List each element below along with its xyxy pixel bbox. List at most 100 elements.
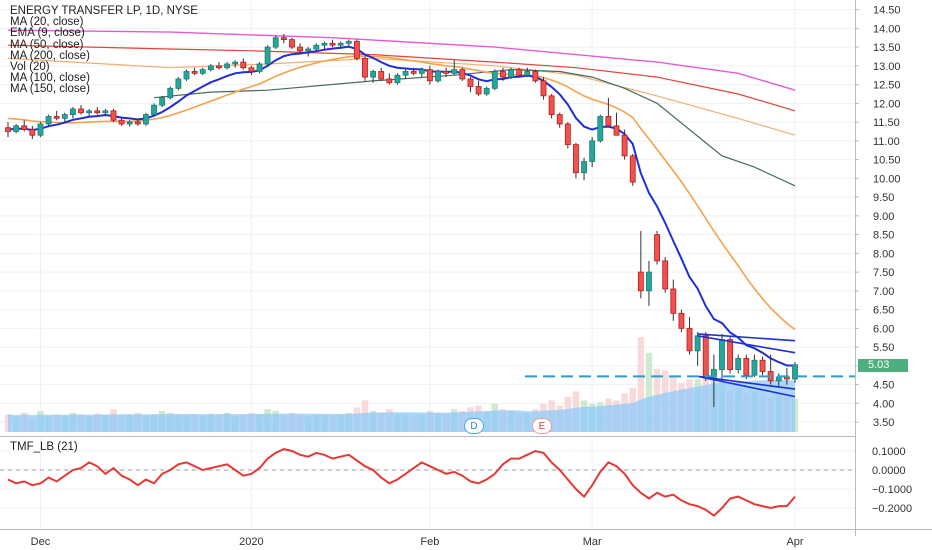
candle-body	[199, 69, 206, 74]
volume-bars	[4, 337, 799, 432]
candle-body	[581, 161, 587, 174]
candle-body	[362, 57, 368, 78]
candle-body	[751, 359, 758, 376]
candle-body	[207, 65, 214, 70]
y-tick-label: 10.00	[873, 173, 901, 185]
candle-body	[621, 134, 628, 157]
candle-body	[426, 69, 433, 82]
candle-body	[94, 110, 101, 114]
candle-body	[61, 114, 68, 119]
chart-overlay	[525, 333, 855, 398]
candle-body	[548, 95, 555, 115]
tmf-title[interactable]: TMF_LB (21)	[10, 441, 78, 453]
tmf-tick-label: −0.1000	[872, 484, 912, 496]
candle-body	[694, 335, 701, 352]
y-tick-label: 12.00	[873, 98, 901, 110]
candle-body	[159, 97, 166, 106]
candle-body	[613, 125, 620, 136]
candle-body	[337, 42, 344, 46]
candle-body	[775, 376, 782, 382]
candle-body	[175, 78, 182, 89]
candle-body	[719, 339, 725, 371]
candlesticks	[5, 33, 798, 408]
y-tick-label: 4.50	[873, 380, 894, 392]
x-tick-label: Feb	[420, 536, 439, 548]
candle-body	[646, 271, 652, 292]
candle-body	[759, 359, 766, 372]
candle-body	[435, 71, 441, 82]
candle-body	[727, 339, 734, 371]
candle-body	[483, 87, 490, 95]
candle-body	[256, 63, 263, 72]
candle-body	[134, 121, 141, 125]
candle-body	[37, 123, 44, 136]
candle-body	[110, 110, 117, 121]
y-tick-label: 13.50	[873, 42, 901, 54]
y-tick-label: 9.00	[873, 211, 894, 223]
candle-body	[224, 63, 230, 69]
candle-body	[418, 69, 425, 74]
y-tick-label: 13.00	[873, 61, 901, 73]
candle-body	[13, 125, 20, 132]
candle-body	[743, 357, 750, 376]
candle-body	[126, 121, 133, 125]
y-tick-label: 11.00	[873, 136, 900, 148]
candle-body	[378, 71, 385, 80]
trend-line-middle	[697, 335, 796, 354]
y-tick-label: 6.50	[873, 305, 894, 317]
last-price-tag: 5.03	[858, 359, 908, 372]
candle-body	[345, 41, 352, 44]
candle-body	[402, 71, 409, 76]
y-tick-label: 4.00	[873, 398, 894, 410]
candle-body	[321, 42, 328, 46]
y-tick-label: 8.00	[873, 248, 894, 260]
y-tick-label: 14.00	[873, 23, 901, 35]
x-tick-label: Mar	[583, 536, 602, 548]
volume-bar	[645, 352, 653, 432]
trend-line-lower	[697, 375, 796, 390]
candle-body	[475, 86, 482, 95]
tmf-indicator: 0.1000 0.0000 −0.1000 −0.2000	[0, 446, 912, 517]
candle-body	[297, 46, 303, 52]
candle-body	[783, 376, 790, 380]
candle-body	[305, 48, 312, 52]
volume-ma-area	[8, 379, 795, 432]
tmf-tick-label: 0.1000	[872, 446, 906, 458]
candle-body	[329, 42, 336, 46]
candle-body	[69, 108, 76, 115]
candle-body	[232, 61, 239, 65]
candle-body	[143, 114, 149, 125]
candle-body	[443, 71, 450, 74]
candle-body	[451, 69, 458, 74]
y-tick-label: 11.50	[873, 117, 900, 129]
candle-body	[102, 110, 109, 114]
x-tick-label: 2020	[239, 536, 263, 548]
ma50-line	[153, 68, 796, 187]
ma20-line	[7, 55, 796, 331]
candle-body	[191, 71, 198, 74]
tmf-line	[7, 448, 796, 517]
y-tick-label: 9.50	[873, 192, 894, 204]
tmf-tick-label: −0.2000	[872, 503, 912, 515]
candle-body	[216, 65, 222, 69]
dividend-marker[interactable]: D	[464, 418, 484, 434]
candle-body	[678, 312, 685, 329]
candle-body	[467, 78, 474, 87]
candle-body	[459, 69, 466, 80]
candle-body	[5, 127, 11, 132]
candle-body	[532, 71, 539, 82]
candle-body	[313, 44, 320, 50]
x-tick-label: Dec	[31, 536, 51, 548]
candle-body	[29, 129, 36, 136]
y-tick-label: 12.50	[873, 80, 901, 92]
candle-body	[516, 69, 523, 76]
candle-body	[53, 116, 60, 119]
candle-body	[597, 116, 604, 142]
candle-body	[118, 119, 125, 125]
candle-body	[491, 71, 498, 89]
candle-body	[637, 271, 644, 292]
trend-line-upper	[697, 333, 796, 342]
candle-body	[792, 364, 798, 380]
earnings-marker[interactable]: E	[532, 418, 552, 434]
